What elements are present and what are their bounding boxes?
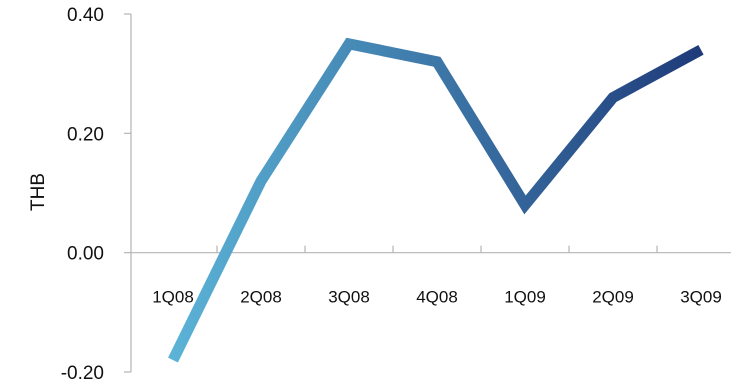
y-tick-label: 0.40 xyxy=(67,5,104,26)
y-tick-label: 0.20 xyxy=(67,124,104,145)
y-tick-label: -0.20 xyxy=(61,363,104,381)
x-tick-label: 1Q08 xyxy=(152,288,194,307)
x-tick-label: 2Q09 xyxy=(592,288,634,307)
x-tick-label: 3Q09 xyxy=(680,288,722,307)
series-layer xyxy=(168,37,704,363)
y-tick-label: 0.00 xyxy=(67,244,104,265)
x-tick-label: 3Q08 xyxy=(328,288,370,307)
y-tick-marks xyxy=(124,13,131,373)
x-tick-label: 1Q09 xyxy=(504,288,546,307)
x-tick-label: 4Q08 xyxy=(416,288,458,307)
series-line xyxy=(168,37,704,363)
y-axis-title: THB xyxy=(28,173,49,211)
x-tick-marks xyxy=(216,245,658,253)
x-tick-labels: 1Q08 2Q08 3Q08 4Q08 1Q09 2Q09 3Q09 xyxy=(152,288,722,307)
y-tick-labels: 0.40 0.20 0.00 -0.20 xyxy=(61,5,104,384)
x-tick-label: 2Q08 xyxy=(240,288,282,307)
axes xyxy=(124,13,731,373)
